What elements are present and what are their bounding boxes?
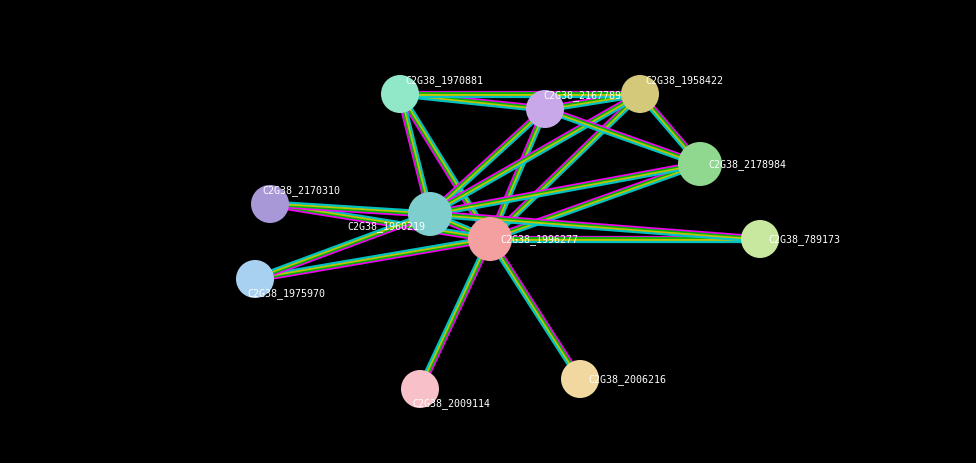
Text: C2G38_2167789: C2G38_2167789 [543, 90, 621, 101]
Circle shape [526, 91, 564, 129]
Circle shape [236, 260, 274, 298]
Text: C2G38_789173: C2G38_789173 [768, 234, 840, 245]
Circle shape [401, 370, 439, 408]
Text: C2G38_1960219: C2G38_1960219 [347, 221, 425, 232]
Text: C2G38_1958422: C2G38_1958422 [645, 75, 723, 86]
Circle shape [621, 76, 659, 114]
Text: C2G38_1970881: C2G38_1970881 [405, 75, 483, 86]
Text: C2G38_2178984: C2G38_2178984 [708, 159, 786, 170]
Text: C2G38_2170310: C2G38_2170310 [262, 185, 340, 196]
Text: C2G38_1996277: C2G38_1996277 [500, 234, 578, 245]
Circle shape [468, 218, 512, 262]
Circle shape [678, 143, 722, 187]
Circle shape [408, 193, 452, 237]
Text: C2G38_2009114: C2G38_2009114 [412, 398, 490, 408]
Circle shape [741, 220, 779, 258]
Text: C2G38_2006216: C2G38_2006216 [588, 374, 666, 385]
Text: C2G38_1975970: C2G38_1975970 [247, 288, 325, 299]
Circle shape [561, 360, 599, 398]
Circle shape [251, 186, 289, 224]
Circle shape [381, 76, 419, 114]
